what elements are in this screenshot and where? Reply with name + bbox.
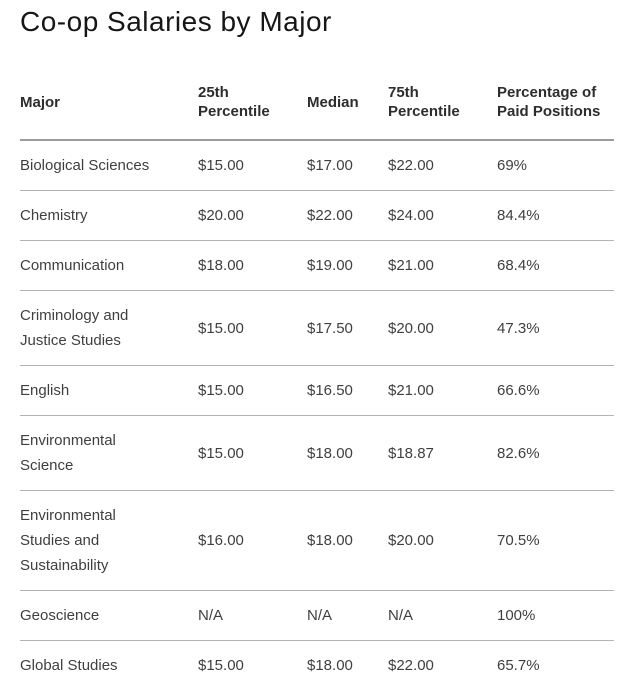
pct-paid-cell: 82.6%	[497, 415, 614, 491]
pct-paid-cell: 84.4%	[497, 190, 614, 241]
p75-cell: N/A	[388, 590, 497, 641]
major-cell: Chemistry	[20, 190, 198, 241]
col-header-major: Major	[20, 38, 198, 141]
p25-cell: N/A	[198, 590, 307, 641]
page-title: Co-op Salaries by Major	[20, 6, 332, 37]
salary-table: Major 25th Percentile Median 75th Percen…	[20, 38, 614, 690]
median-cell: $17.50	[307, 290, 388, 366]
p25-cell: $20.00	[198, 190, 307, 241]
major-cell: Global Studies	[20, 657, 118, 674]
p25-cell: $15.00	[198, 140, 307, 191]
major-cell: Communication	[20, 240, 198, 291]
p25-cell: $15.00	[198, 657, 244, 674]
p75-cell: $20.00	[388, 490, 497, 591]
col-header-75th-percentile: 75th Percentile	[388, 38, 497, 141]
major-cell: Biological Sciences	[20, 140, 198, 191]
pct-paid-cell: 100%	[497, 590, 614, 641]
major-cell: Environmental Science	[20, 415, 198, 491]
col-header-median: Median	[307, 38, 388, 141]
major-cell: English	[20, 365, 198, 416]
pct-paid-cell: 47.3%	[497, 290, 614, 366]
table-row: Environmental Science $15.00 $18.00 $18.…	[20, 415, 614, 491]
pct-paid-cell: 70.5%	[497, 490, 614, 591]
p25-cell: $16.00	[198, 490, 307, 591]
p75-cell: $22.00	[388, 140, 497, 191]
pct-paid-cell: 66.6%	[497, 365, 614, 416]
median-cell: $17.00	[307, 140, 388, 191]
table-row: Communication $18.00 $19.00 $21.00 68.4%	[20, 240, 614, 291]
median-cell: $16.50	[307, 365, 388, 416]
median-cell: $18.00	[307, 415, 388, 491]
major-cell: Environmental Studies and Sustainability	[20, 490, 198, 591]
median-cell: $19.00	[307, 240, 388, 291]
pct-paid-cell: 68.4%	[497, 240, 614, 291]
major-cell: Geoscience	[20, 590, 198, 641]
median-cell: $22.00	[307, 190, 388, 241]
table-row: Global Studies $15.00 $18.00 $22.00 65.7…	[20, 641, 614, 691]
pct-paid-cell: 69%	[497, 140, 614, 191]
col-header-percentage-paid: Percentage of Paid Positions	[497, 38, 614, 141]
header-row: Major 25th Percentile Median 75th Percen…	[20, 38, 614, 141]
p75-cell: $20.00	[388, 290, 497, 366]
p25-cell: $15.00	[198, 365, 307, 416]
pct-paid-cell: 65.7%	[497, 657, 540, 674]
p75-cell: $24.00	[388, 190, 497, 241]
table-row: English $15.00 $16.50 $21.00 66.6%	[20, 365, 614, 416]
table-row: Criminology and Justice Studies $15.00 $…	[20, 290, 614, 366]
p25-cell: $15.00	[198, 290, 307, 366]
table-row: Geoscience N/A N/A N/A 100%	[20, 590, 614, 641]
major-cell: Criminology and Justice Studies	[20, 290, 198, 366]
p75-cell: $21.00	[388, 240, 497, 291]
table-body: Biological Sciences $15.00 $17.00 $22.00…	[20, 140, 614, 690]
p75-cell: $22.00	[388, 657, 434, 674]
table-row: Biological Sciences $15.00 $17.00 $22.00…	[20, 140, 614, 191]
p25-cell: $15.00	[198, 415, 307, 491]
table-header: Major 25th Percentile Median 75th Percen…	[20, 38, 614, 141]
median-cell: N/A	[307, 590, 388, 641]
p75-cell: $18.87	[388, 415, 497, 491]
median-cell: $18.00	[307, 657, 353, 674]
table-row: Chemistry $20.00 $22.00 $24.00 84.4%	[20, 190, 614, 241]
p75-cell: $21.00	[388, 365, 497, 416]
median-cell: $18.00	[307, 490, 388, 591]
col-header-25th-percentile: 25th Percentile	[198, 38, 307, 141]
p25-cell: $18.00	[198, 240, 307, 291]
table-row: Environmental Studies and Sustainability…	[20, 490, 614, 591]
